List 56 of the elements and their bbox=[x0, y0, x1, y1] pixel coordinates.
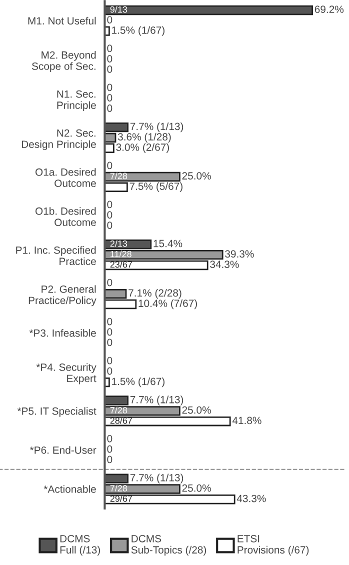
data-label: 10.4% (7/67) bbox=[138, 299, 197, 310]
y-tick-label: *P5. IT Specialist bbox=[17, 407, 96, 417]
data-label: 0 bbox=[107, 456, 112, 464]
data-label: 7.7% (1/13) bbox=[130, 122, 184, 132]
data-label: 0 bbox=[107, 66, 112, 73]
data-label: 3.6% (1/28) bbox=[118, 132, 171, 143]
y-tick-label: O1b. Desired Outcome bbox=[35, 207, 96, 226]
data-label: 0 bbox=[107, 44, 112, 52]
y-tick-label: M1. Not Useful bbox=[28, 16, 96, 25]
y-tick-label: N1. Sec. Principle bbox=[57, 90, 96, 111]
y-tick-label: N2. Sec. Design Principle bbox=[22, 129, 96, 150]
data-label: 7.1% (2/28) bbox=[128, 288, 182, 299]
data-label: 1.5% (1/67) bbox=[112, 26, 164, 36]
data-label: 0 bbox=[107, 445, 112, 453]
data-label: 0 bbox=[107, 200, 112, 208]
text: 23/67 34.3% bbox=[110, 260, 239, 268]
data-label: 1.5% (1/67) bbox=[112, 377, 164, 388]
data-label: 0 bbox=[107, 162, 112, 170]
data-label: 0 bbox=[107, 104, 112, 112]
text: 7/28 25.0% bbox=[110, 172, 211, 180]
data-label: 3.0% (2/67) bbox=[116, 143, 169, 153]
text: 29/67 43.3% bbox=[110, 494, 266, 502]
data-label: 0 bbox=[107, 16, 112, 24]
bar bbox=[104, 26, 110, 36]
text: 11/28 39.3% bbox=[110, 250, 254, 258]
data-label: 0 bbox=[107, 356, 112, 364]
data-label: 0 bbox=[107, 434, 112, 442]
data-label: 0 bbox=[107, 222, 112, 229]
data-label: 7.7% (1/13) bbox=[130, 474, 184, 484]
data-label: 0 bbox=[107, 278, 112, 286]
text: 7/28 25.0% bbox=[110, 406, 211, 414]
y-tick-label: M2. Beyond Scope of Sec. bbox=[32, 51, 96, 72]
data-label: 0 bbox=[107, 318, 112, 326]
y-tick-label: *P6. End-User bbox=[30, 446, 96, 454]
y-tick-label: *P3. Infeasible bbox=[29, 329, 96, 337]
text: 7/28 25.0% bbox=[110, 484, 211, 492]
data-label: 0 bbox=[107, 338, 112, 346]
data-label: 0 bbox=[107, 84, 112, 92]
data-label: 0 bbox=[107, 94, 112, 102]
y-tick-label: P2. General Practice/Policy bbox=[28, 285, 96, 306]
legend-label: ETSI Provisions (/67) bbox=[238, 534, 309, 556]
text: 9/13 69.2% bbox=[110, 6, 344, 14]
legend-label: DCMS Full (/13) bbox=[60, 534, 100, 556]
data-label: 0 bbox=[107, 328, 112, 336]
y-tick-label: *Actionable bbox=[44, 485, 96, 493]
legend-label: DCMS Sub-Topics (/28) bbox=[131, 534, 206, 556]
y-tick-label: *P4. Security Expert bbox=[36, 363, 96, 384]
data-label: 0 bbox=[107, 367, 112, 375]
data-label: 7.5% (5/67) bbox=[130, 182, 182, 192]
text: 2/13 15.4% bbox=[110, 240, 182, 248]
text: 28/67 41.8% bbox=[110, 416, 262, 424]
data-label: 0 bbox=[107, 211, 112, 219]
y-tick-label: P1. Inc. Specified Practice bbox=[16, 246, 96, 266]
data-label: 0 bbox=[107, 55, 112, 62]
data-label: 7.7% (1/13) bbox=[130, 396, 184, 406]
y-tick-label: O1a. Desired Outcome bbox=[35, 168, 96, 187]
